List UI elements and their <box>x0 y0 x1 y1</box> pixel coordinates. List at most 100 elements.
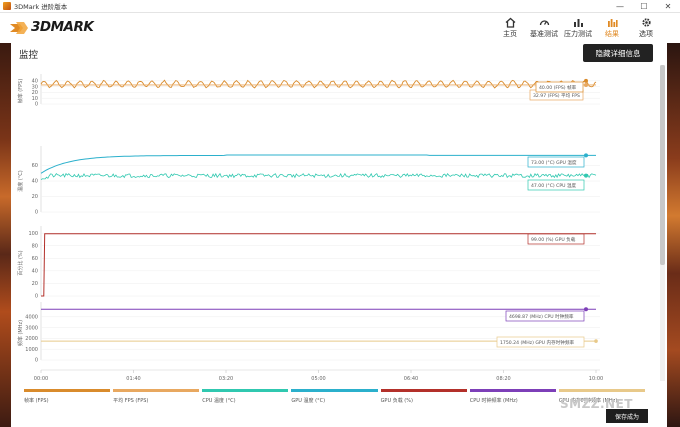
y-tick-label: 20 <box>32 194 38 200</box>
y-axis-title: 帧率 (FPS) <box>17 79 24 104</box>
maximize-button[interactable]: ☐ <box>640 2 648 11</box>
nav-results[interactable]: 结果 <box>595 16 629 39</box>
gpu-temp-series-line <box>40 154 596 174</box>
y-tick-label: 100 <box>28 231 38 237</box>
legend-label: CPU 温度 (°C) <box>202 397 236 404</box>
panel-title: 监控 <box>19 50 39 61</box>
background-art-right <box>667 43 680 427</box>
legend-swatch <box>113 389 200 392</box>
home-icon <box>503 16 517 29</box>
save-button[interactable]: 保存成为 <box>606 409 648 423</box>
hide-details-button[interactable]: 隐藏详细信息 <box>583 44 653 62</box>
legend-item[interactable]: GPU 负载 (%) <box>380 389 467 404</box>
close-button[interactable]: ✕ <box>664 2 672 11</box>
x-tick-label: 00:00 <box>34 376 48 382</box>
avg-fps-end-marker <box>584 82 588 87</box>
app-header: 3DMARK 主页 基准测试 压力测试 结果 选项 <box>0 13 680 43</box>
value-badge-text: 40.00 (FPS) 帧率 <box>539 84 577 91</box>
legend-label: GPU 内存时钟频率 (MHz) <box>558 397 618 404</box>
legend-swatch <box>469 389 556 392</box>
cpu-temp-end-marker <box>584 173 588 178</box>
legend-label: GPU 温度 (°C) <box>291 397 326 404</box>
x-tick-label: 03:20 <box>219 376 233 382</box>
legend-label: CPU 时钟频率 (MHz) <box>469 397 518 404</box>
y-tick-label: 2000 <box>25 336 38 342</box>
x-tick-label: 01:40 <box>126 376 140 382</box>
fps-series-line <box>40 79 597 89</box>
logo-mark-icon <box>10 20 28 34</box>
nav-options-label: 选项 <box>639 30 653 38</box>
legend-swatch <box>202 389 289 392</box>
value-badge-text: 47.00 (°C) CPU 温度 <box>531 182 577 189</box>
legend-item[interactable]: CPU 时钟频率 (MHz) <box>469 389 556 404</box>
panel-scrollbar[interactable] <box>660 65 665 381</box>
site-watermark: SMZZ.NET <box>560 397 633 411</box>
window-titlebar: 3DMark 进阶版本 — ☐ ✕ <box>0 0 680 13</box>
value-badge <box>496 336 585 348</box>
y-tick-label: 10 <box>32 96 38 102</box>
legend-swatch <box>24 389 111 392</box>
y-tick-label: 60 <box>32 256 38 262</box>
nav-stress-tests[interactable]: 压力测试 <box>561 16 595 39</box>
value-badge-text: 4698.87 (MHz) CPU 时钟频率 <box>509 313 574 320</box>
y-axis-title: 频率 (MHz) <box>17 320 24 346</box>
nav-stress-tests-label: 压力测试 <box>564 30 592 38</box>
y-tick-label: 40 <box>32 179 38 185</box>
nav-home[interactable]: 主页 <box>493 16 527 39</box>
brand-logo: 3DMARK <box>10 19 94 35</box>
x-tick-label: 06:40 <box>404 376 418 382</box>
y-tick-label: 40 <box>32 269 38 275</box>
nav-home-label: 主页 <box>503 30 517 38</box>
window-controls: — ☐ ✕ <box>608 0 680 13</box>
fps-end-marker <box>584 78 588 83</box>
x-tick-label: 08:20 <box>496 376 510 382</box>
scrollbar-thumb[interactable] <box>660 65 665 265</box>
y-tick-label: 0 <box>35 358 38 364</box>
value-badge-text: 1750.24 (MHz) GPU 内存时钟频率 <box>500 339 574 346</box>
minimize-button[interactable]: — <box>616 2 624 11</box>
nav-benchmarks-label: 基准测试 <box>530 30 558 38</box>
y-tick-label: 20 <box>32 281 38 287</box>
y-tick-label: 60 <box>32 163 38 169</box>
value-badge <box>505 310 585 322</box>
background-art-left <box>0 43 11 427</box>
y-tick-label: 1000 <box>25 347 38 353</box>
gpu-temp-end-marker <box>584 153 588 158</box>
legend-item[interactable]: 帧率 (FPS) <box>24 389 111 404</box>
gear-icon <box>639 16 653 29</box>
legend-swatch <box>380 389 467 392</box>
y-tick-label: 80 <box>32 243 38 249</box>
results-icon <box>605 16 619 29</box>
chart-legend: 帧率 (FPS) 平均 FPS (FPS) CPU 温度 (°C) GPU 温度… <box>24 389 648 404</box>
legend-label: 平均 FPS (FPS) <box>113 397 149 404</box>
legend-item[interactable]: 平均 FPS (FPS) <box>113 389 200 404</box>
x-tick-label: 10:00 <box>589 376 603 382</box>
value-badge <box>535 81 584 93</box>
value-badge <box>527 179 585 191</box>
gpu-load-series-line <box>41 233 596 297</box>
y-tick-label: 3000 <box>25 325 38 331</box>
y-tick-label: 30 <box>32 84 38 90</box>
value-badge-text: 73.00 (°C) GPU 温度 <box>531 159 577 166</box>
legend-item[interactable]: GPU 温度 (°C) <box>291 389 378 404</box>
value-badge <box>527 156 585 168</box>
y-axis-title: 温度 (°C) <box>17 170 24 192</box>
legend-swatch <box>291 389 378 392</box>
value-badge-text: 32.97 (FPS) 平均 FPS <box>533 92 580 99</box>
app-icon <box>3 2 11 10</box>
nav-benchmarks[interactable]: 基准测试 <box>527 16 561 39</box>
main-nav: 主页 基准测试 压力测试 结果 选项 <box>493 16 663 39</box>
value-badge-text: 99.00 (%) GPU 负载 <box>531 236 576 243</box>
nav-options[interactable]: 选项 <box>629 16 663 39</box>
legend-item[interactable]: CPU 温度 (°C) <box>202 389 289 404</box>
nav-results-label: 结果 <box>605 30 619 38</box>
y-axis-title: 百分比 (%) <box>17 250 24 275</box>
legend-item[interactable]: GPU 内存时钟频率 (MHz) <box>558 389 645 404</box>
y-tick-label: 0 <box>35 294 38 300</box>
y-tick-label: 40 <box>32 79 38 85</box>
legend-label: GPU 负载 (%) <box>380 397 413 404</box>
y-tick-label: 0 <box>35 102 38 108</box>
cpu-temp-series-line <box>40 172 597 180</box>
cpu-clock-end-marker <box>584 307 588 312</box>
